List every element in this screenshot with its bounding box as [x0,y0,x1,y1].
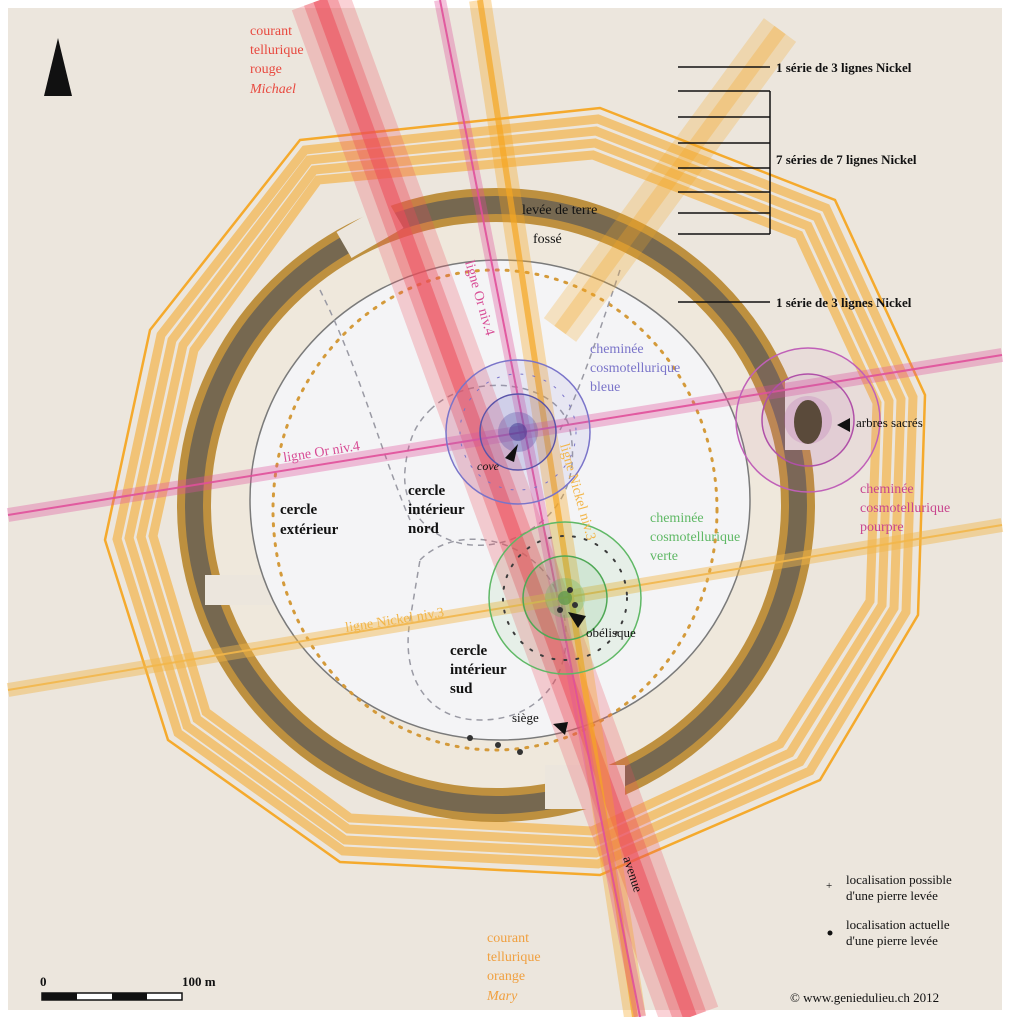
inner-south-line2: intérieur [450,662,507,678]
michael-line1: courant [250,24,292,39]
legend-possible-line2: d'une pierre levée [846,888,938,903]
michael-current [291,0,719,1017]
green-chimney-line1: cheminée [650,511,704,526]
cove-label: cove [477,459,500,473]
ditch-label: fossé [533,232,562,247]
mary-name: Mary [486,989,518,1004]
nickel-line-horizontal [6,518,1004,697]
inner-north-line2: intérieur [408,502,465,518]
blue-chimney-line1: cheminée [590,342,644,357]
standing-stone-markers [467,587,578,755]
or-line-horizontal [6,348,1004,522]
legend-top-label: 1 série de 3 lignes Nickel [776,60,912,75]
green-chimney-line2: cosmotellurique [650,530,740,545]
obelisk-arrow-icon [568,612,586,628]
legend-actual-line2: d'une pierre levée [846,933,938,948]
purple-chimney-line3: pourpre [860,520,904,535]
svg-text:+: + [826,880,832,892]
mary-line3: orange [487,969,525,984]
outer-circle-line1: cercle [280,502,318,518]
obelisk-label: obélisque [586,625,636,640]
seat-label: siège [512,710,539,725]
trees-arrow-icon [837,418,850,432]
inner-south-line1: cercle [450,643,488,659]
inner-north-line3: nord [408,521,440,537]
blue-chimney-line3: bleue [590,380,620,395]
green-chimney-line3: verte [650,549,678,564]
mary-line2: tellurique [487,950,541,965]
inner-north-line1: cercle [408,483,446,499]
mary-current [469,0,646,1017]
bank-label: levée de terre [522,203,597,218]
michael-line2: tellurique [250,43,304,58]
outer-circle-line2: extérieur [280,522,339,538]
purple-chimney-line2: cosmotellurique [860,501,950,516]
nickel-band-rings [103,106,927,877]
pointer-arrows [505,418,850,735]
north-arrow-icon [44,38,72,96]
legend-bottom-label: 1 série de 3 lignes Nickel [776,295,912,310]
michael-line3: rouge [250,62,282,77]
map-labels: courant tellurique rouge Michael courant… [40,24,952,1005]
green-chimney [488,521,642,675]
sacred-trees-mound [794,400,822,444]
outer-stone-circle [271,268,719,752]
inner-circle-outlines [319,269,621,721]
blue-chimney [445,359,591,505]
or-line-vertical [434,0,646,1017]
scale-label: 100 m [182,974,216,989]
legend-tick-lines [678,66,771,303]
michael-name: Michael [249,82,296,97]
legend-possible-line1: localisation possible [846,872,952,887]
legend-symbols: + [826,880,833,936]
inner-south-line3: sud [450,681,473,697]
nickel-band-upper-right [543,18,797,342]
scale-bar [41,992,183,1001]
sacred-trees-label: arbres sacrés [856,415,923,430]
scale-zero: 0 [40,974,47,989]
seat-arrow-icon [553,722,568,735]
mary-line1: courant [487,931,529,946]
legend-actual-line1: localisation actuelle [846,917,950,932]
purple-chimney-line1: cheminée [860,482,914,497]
copyright: © www.geniedulieu.ch 2012 [790,990,939,1005]
legend-middle-label: 7 séries de 7 lignes Nickel [776,152,917,167]
blue-chimney-line2: cosmotellurique [590,361,680,376]
cove-arrow-icon [505,444,518,462]
